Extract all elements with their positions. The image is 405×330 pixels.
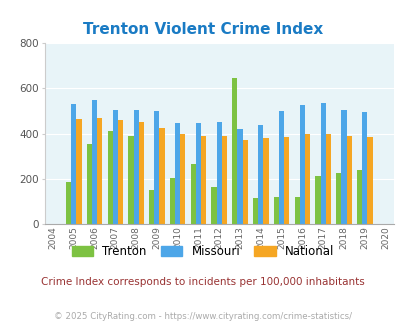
Text: © 2025 CityRating.com - https://www.cityrating.com/crime-statistics/: © 2025 CityRating.com - https://www.city… (54, 312, 351, 321)
Bar (159, 128, 164, 224)
Bar (361, 112, 367, 224)
Bar (346, 136, 351, 224)
Bar (117, 120, 123, 224)
Bar (252, 198, 258, 224)
Bar (190, 164, 195, 224)
Bar (66, 182, 71, 224)
Bar (221, 136, 226, 224)
Bar (139, 122, 143, 224)
Bar (273, 197, 278, 224)
Bar (315, 176, 320, 224)
Bar (195, 123, 200, 224)
Bar (128, 136, 133, 224)
Bar (133, 110, 139, 224)
Bar (169, 178, 175, 224)
Bar (71, 104, 76, 224)
Bar (87, 144, 92, 224)
Bar (325, 134, 330, 224)
Bar (237, 129, 242, 224)
Bar (175, 123, 180, 224)
Bar (211, 187, 216, 224)
Bar (367, 137, 372, 224)
Bar (284, 137, 289, 224)
Bar (258, 124, 263, 224)
Bar (356, 170, 361, 224)
Bar (341, 110, 346, 224)
Bar (216, 122, 221, 224)
Bar (304, 134, 309, 224)
Bar (149, 190, 154, 224)
Bar (242, 141, 247, 224)
Bar (278, 111, 284, 224)
Bar (335, 173, 341, 224)
Bar (263, 138, 268, 224)
Bar (154, 111, 159, 224)
Bar (232, 78, 237, 224)
Text: Crime Index corresponds to incidents per 100,000 inhabitants: Crime Index corresponds to incidents per… (41, 277, 364, 287)
Bar (320, 103, 325, 224)
Bar (97, 118, 102, 224)
Bar (180, 134, 185, 224)
Bar (113, 110, 117, 224)
Bar (299, 105, 304, 224)
Legend: Trenton, Missouri, National: Trenton, Missouri, National (67, 240, 338, 263)
Bar (294, 197, 299, 224)
Bar (92, 100, 97, 224)
Bar (76, 119, 81, 224)
Text: Trenton Violent Crime Index: Trenton Violent Crime Index (83, 22, 322, 37)
Bar (107, 131, 113, 224)
Bar (200, 136, 206, 224)
